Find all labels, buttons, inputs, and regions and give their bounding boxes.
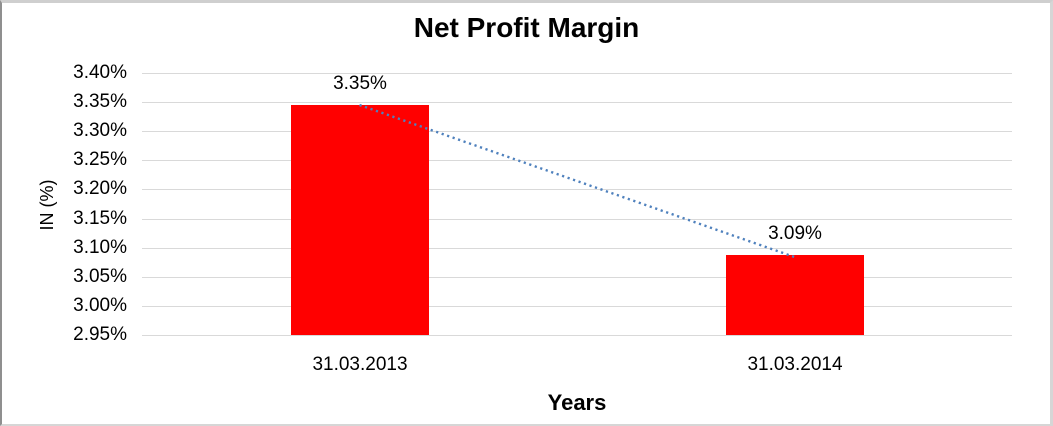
y-tick-label: 3.25% <box>73 149 127 170</box>
bar-value-label: 3.35% <box>333 73 387 94</box>
y-tick-label: 3.15% <box>73 208 127 229</box>
y-tick-label: 3.10% <box>73 237 127 258</box>
x-axis-title: Years <box>547 390 607 415</box>
gridline <box>142 248 1012 249</box>
gridline <box>142 73 1012 74</box>
x-tick-label: 31.03.2014 <box>747 354 843 375</box>
gridline <box>142 335 1012 336</box>
gridline <box>142 306 1012 307</box>
gridline <box>142 277 1012 278</box>
y-tick-label: 3.40% <box>73 62 127 83</box>
bar <box>726 255 864 335</box>
gridline <box>142 219 1012 220</box>
y-tick-label: 3.35% <box>73 91 127 112</box>
y-tick-label: 3.05% <box>73 266 127 287</box>
y-tick-label: 3.00% <box>73 295 127 316</box>
y-tick-label: 2.95% <box>73 324 127 345</box>
y-tick-label: 3.30% <box>73 120 127 141</box>
bar <box>291 105 429 335</box>
bar-value-label: 3.09% <box>768 223 822 244</box>
gridline <box>142 160 1012 161</box>
gridline <box>142 189 1012 190</box>
x-tick-label: 31.03.2013 <box>312 354 408 375</box>
chart-title: Net Profit Margin <box>413 12 640 43</box>
gridline <box>142 131 1012 132</box>
y-tick-label: 3.20% <box>73 178 127 199</box>
gridline <box>142 102 1012 103</box>
